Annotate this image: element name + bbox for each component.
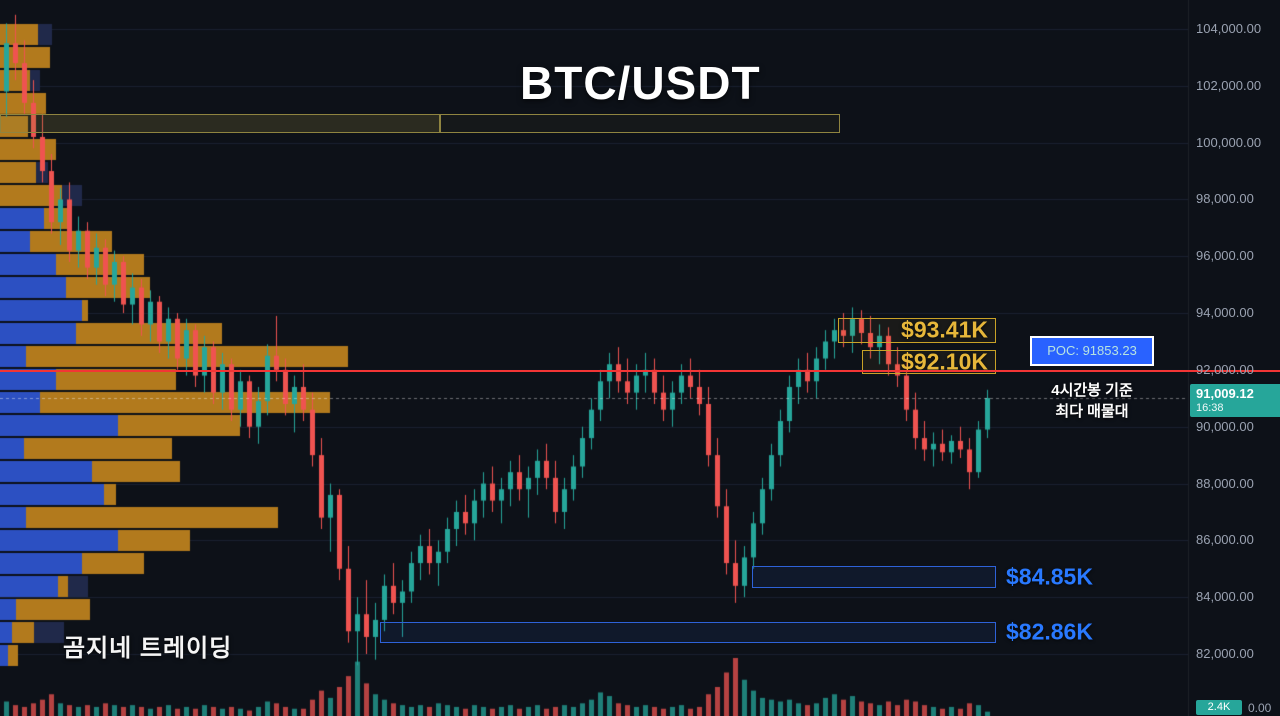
price-axis-label: 104,000.00: [1196, 21, 1262, 36]
resistance-line[interactable]: [0, 370, 1280, 372]
annotation-note[interactable]: 4시간봉 기준 최다 매물대: [1018, 380, 1166, 422]
price-axis-label: 86,000.00: [1196, 532, 1254, 548]
price-axis-label: 90,000.00: [1196, 418, 1254, 434]
poc-label[interactable]: POC: 91853.23: [1030, 336, 1154, 366]
price-axis-label: 96,000.00: [1196, 248, 1254, 264]
annotation-note-line1: 4시간봉 기준: [1051, 382, 1133, 399]
price-axis-label: 88,000.00: [1196, 475, 1254, 491]
price-axis-label: 102,000.00: [1196, 77, 1262, 93]
price-axis-label: 98,000.00: [1196, 191, 1254, 207]
price-axis-label: 92,000.00: [1196, 361, 1254, 377]
price-axis-label: 94,000.00: [1196, 305, 1254, 321]
volume-axis-zero-label: 0.00: [1248, 701, 1272, 715]
current-price-value: 91,009.12: [1196, 386, 1254, 401]
watermark: 곰지네 트레이딩: [63, 635, 233, 662]
price-axis[interactable]: 104,000.00 102,000.00 100,000.00 98,000.00 9…: [1188, 0, 1280, 716]
price-axis-label: 100,000.00: [1196, 134, 1262, 150]
annotation-note-line2: 최다 매물대: [1055, 403, 1129, 420]
current-price-time: 16:38: [1196, 402, 1224, 414]
current-price-tag: 91,009.12 16:38: [1190, 384, 1280, 417]
current-volume-badge: 2.4K: [1196, 700, 1242, 715]
price-axis-label: 82,000.00: [1196, 646, 1254, 661]
chart-title: BTC/USDT: [520, 57, 761, 109]
price-axis-label: 84,000.00: [1196, 589, 1254, 605]
